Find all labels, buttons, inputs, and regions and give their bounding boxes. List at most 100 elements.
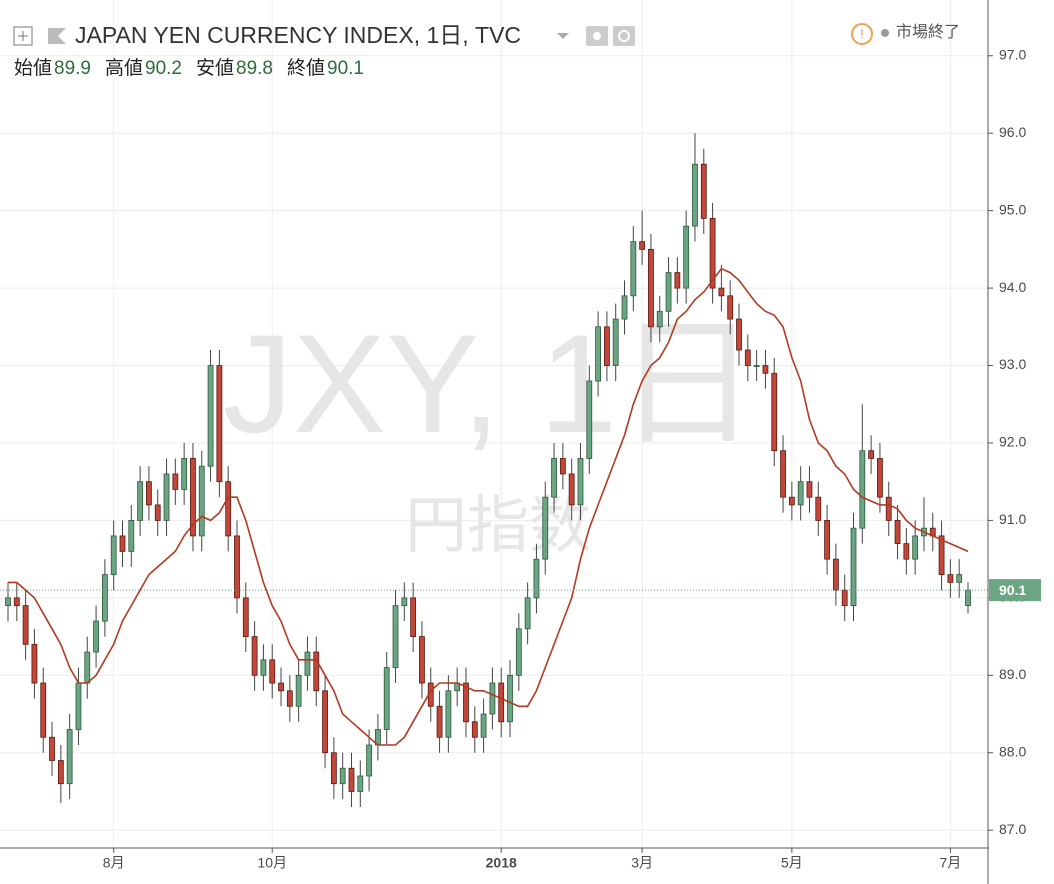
candle-body [832, 558, 839, 591]
warning-icon[interactable] [851, 23, 873, 45]
y-tick-label: 97.0 [999, 46, 1026, 62]
candle-body [877, 458, 883, 498]
grid [0, 0, 988, 848]
candle-body [216, 365, 223, 483]
plot [0, 133, 988, 807]
moving-average [8, 267, 969, 746]
candle-body [57, 760, 64, 785]
candle-body [912, 535, 919, 560]
candle-body [744, 349, 751, 366]
candle-body [366, 744, 373, 777]
dropdown-icon[interactable] [557, 33, 569, 39]
candle-body [885, 496, 892, 521]
ohlc-label: 安値 [196, 57, 234, 79]
expand-icon-plus [18, 31, 28, 41]
y-tick-label: 94.0 [999, 279, 1026, 295]
last-price-badge [989, 579, 1041, 602]
candle-body [621, 295, 628, 320]
candle-body [251, 636, 258, 676]
candle-body [947, 574, 954, 583]
candle-body [198, 465, 205, 537]
candle-body [22, 605, 29, 645]
y-tick-label: 89.0 [999, 666, 1026, 682]
candle-body [269, 659, 276, 684]
watermark: JXY, 1日 [223, 305, 757, 462]
candle-body [489, 682, 496, 715]
candle-body [533, 558, 540, 599]
candle-body [66, 729, 73, 785]
candle-body [639, 241, 646, 250]
candle-body [181, 458, 188, 490]
ohlc-value: 89.9 [54, 58, 91, 79]
y-tick-label: 92.0 [999, 434, 1026, 450]
candle-body [956, 574, 963, 583]
candle-body [524, 597, 531, 630]
candle-body [630, 241, 637, 297]
status-dot [881, 29, 889, 37]
candle-body [339, 767, 346, 785]
candle-body [260, 659, 267, 676]
ohlc-label: 始値 [14, 57, 52, 79]
last-price-label: 90.1 [999, 582, 1026, 598]
candle-body [586, 380, 593, 459]
candle-body [859, 450, 866, 529]
candle-body [410, 597, 417, 637]
ohlc-value: 90.2 [145, 58, 182, 79]
candle-body [172, 473, 179, 490]
market-status: 市場終了 [896, 23, 960, 41]
candle-body [445, 690, 452, 738]
candle-body [515, 628, 522, 676]
eye-pupil [593, 32, 601, 40]
candle-body [31, 643, 38, 684]
candle-body [5, 597, 11, 607]
candle-body [304, 651, 311, 676]
candle-body [128, 520, 135, 552]
candle-body [278, 682, 284, 692]
candle-body [137, 481, 144, 521]
candle-body [542, 496, 549, 560]
candle-body [313, 651, 320, 692]
candle-body [507, 674, 513, 723]
candle-body [603, 326, 610, 366]
candle-body [771, 372, 778, 452]
x-tick-label: 7月 [939, 855, 961, 871]
watermark-sub: 円指数 [405, 491, 591, 560]
candle-body [154, 504, 161, 521]
candle-body [207, 365, 214, 467]
candle-body [242, 597, 249, 637]
candle-body [357, 775, 364, 792]
candle-body [683, 225, 690, 289]
candle-body [436, 705, 443, 738]
ohlc-value: 90.1 [327, 58, 364, 79]
candle-body [577, 458, 584, 506]
candle-body [330, 752, 337, 785]
candle-body [595, 326, 601, 382]
y-tick-label: 87.0 [999, 821, 1026, 837]
warning-mark: ! [860, 26, 864, 42]
x-tick-label: 5月 [781, 855, 803, 871]
candle-body [850, 527, 857, 607]
candle-body [965, 589, 971, 607]
candle-body [383, 667, 390, 730]
candle-body [286, 690, 293, 707]
flag-icon[interactable] [48, 28, 66, 44]
candle-body [190, 458, 196, 537]
candle-body [700, 163, 707, 219]
chart-title: JAPAN YEN CURRENCY INDEX, 1日, TVC [75, 22, 521, 48]
candle-body [559, 458, 566, 475]
x-tick-label: 10月 [257, 855, 287, 871]
candle-body [110, 535, 117, 576]
ohlc-legend: 始値 89.9 高値 90.2 安値 89.8 終値 90.1 [14, 57, 364, 79]
candle-body [612, 318, 619, 366]
x-tick-label: 2018 [486, 855, 517, 871]
candle-body [225, 481, 232, 537]
x-tick-label: 8月 [103, 855, 125, 871]
candle-body [692, 163, 698, 227]
candle-body [471, 721, 478, 738]
y-tick-label: 91.0 [999, 511, 1026, 527]
gear-icon[interactable] [613, 26, 635, 46]
expand-icon[interactable] [13, 26, 33, 46]
candle-body [463, 682, 469, 723]
candle-body [419, 636, 425, 684]
